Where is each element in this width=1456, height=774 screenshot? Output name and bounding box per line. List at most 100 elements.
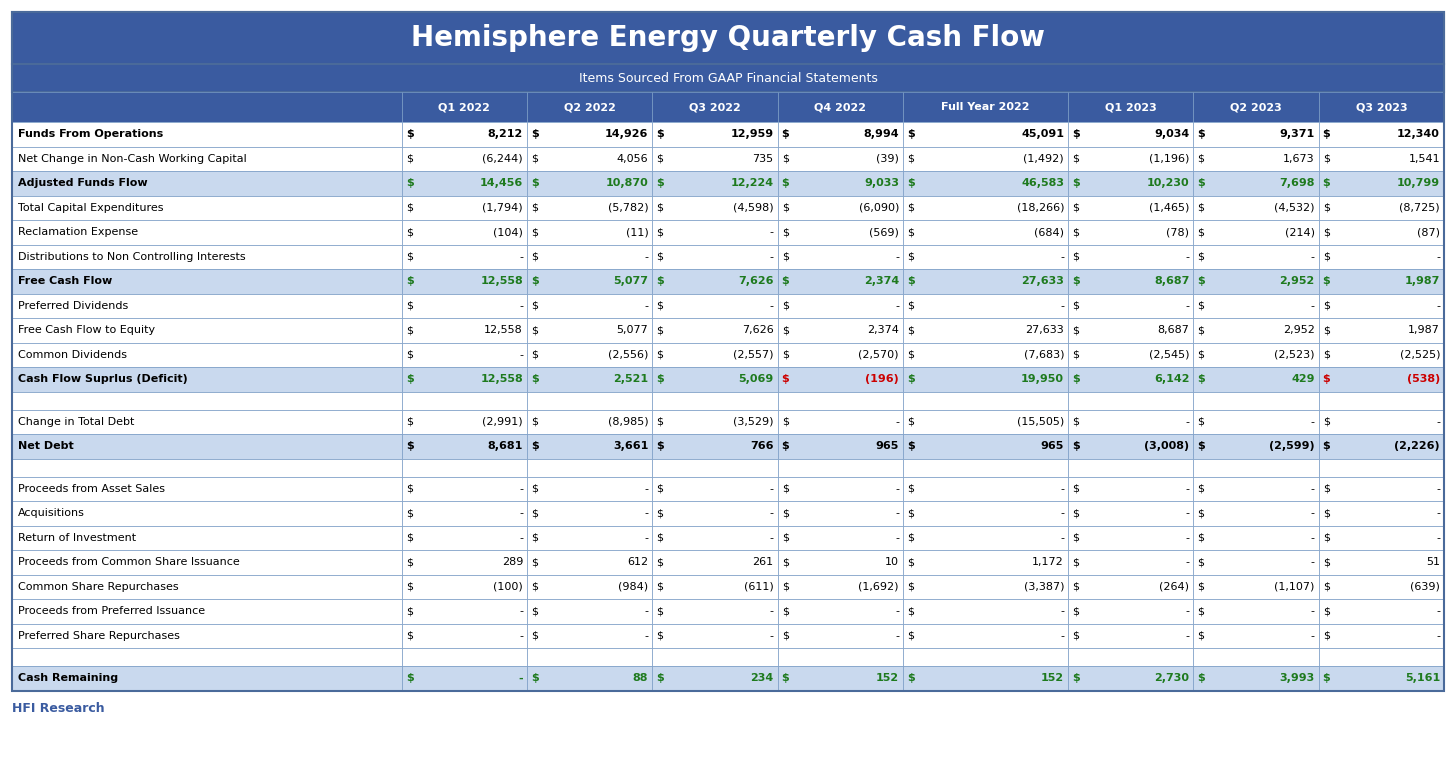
Text: 234: 234 <box>750 673 773 683</box>
Bar <box>12 196 402 220</box>
Text: (87): (87) <box>1417 228 1440 238</box>
Bar <box>1194 501 1319 526</box>
Text: $: $ <box>907 606 914 616</box>
Text: 27,633: 27,633 <box>1021 276 1064 286</box>
Bar <box>402 318 527 343</box>
Text: -: - <box>770 484 773 494</box>
Bar <box>1069 477 1194 501</box>
Text: (2,525): (2,525) <box>1399 350 1440 360</box>
Text: $: $ <box>531 276 539 286</box>
Text: -: - <box>770 301 773 310</box>
Text: $: $ <box>406 252 412 262</box>
Bar <box>402 196 527 220</box>
Text: $: $ <box>1072 582 1079 592</box>
Bar <box>1319 599 1444 624</box>
Bar <box>1194 477 1319 501</box>
Text: $: $ <box>657 129 664 139</box>
Text: 8,687: 8,687 <box>1158 325 1190 335</box>
Bar <box>1069 409 1194 434</box>
Bar <box>903 269 1069 293</box>
Bar <box>527 293 652 318</box>
Bar <box>652 666 778 690</box>
Text: $: $ <box>1322 631 1329 641</box>
Bar <box>652 409 778 434</box>
Bar <box>652 245 778 269</box>
Text: $: $ <box>1197 557 1204 567</box>
Bar <box>1319 648 1444 666</box>
Text: -: - <box>895 631 898 641</box>
Bar <box>402 269 527 293</box>
Text: Proceeds from Preferred Issuance: Proceeds from Preferred Issuance <box>17 606 205 616</box>
Text: -: - <box>1310 509 1315 519</box>
Text: $: $ <box>657 606 664 616</box>
Bar <box>527 367 652 392</box>
Text: -: - <box>895 509 898 519</box>
Bar <box>1069 196 1194 220</box>
Bar <box>652 477 778 501</box>
Bar <box>778 526 903 550</box>
Text: $: $ <box>782 154 789 164</box>
Text: $: $ <box>531 673 539 683</box>
Text: $: $ <box>1322 129 1331 139</box>
Text: -: - <box>1060 631 1064 641</box>
Bar <box>1069 343 1194 367</box>
Text: Q2 2023: Q2 2023 <box>1230 102 1281 112</box>
Text: $: $ <box>782 375 789 384</box>
Text: Total Capital Expenditures: Total Capital Expenditures <box>17 203 163 213</box>
Bar <box>1194 550 1319 574</box>
Bar <box>778 196 903 220</box>
Text: Common Dividends: Common Dividends <box>17 350 127 360</box>
Text: -: - <box>645 484 648 494</box>
Bar <box>778 367 903 392</box>
Text: 429: 429 <box>1291 375 1315 384</box>
Bar <box>1069 624 1194 648</box>
Text: $: $ <box>531 129 539 139</box>
Text: $: $ <box>907 301 914 310</box>
Bar <box>1319 293 1444 318</box>
Bar <box>402 526 527 550</box>
Bar <box>1319 269 1444 293</box>
Bar <box>1319 550 1444 574</box>
Bar <box>778 550 903 574</box>
Bar <box>903 409 1069 434</box>
Text: 7,698: 7,698 <box>1280 178 1315 188</box>
Bar <box>527 648 652 666</box>
Text: Net Change in Non-Cash Working Capital: Net Change in Non-Cash Working Capital <box>17 154 246 164</box>
Bar <box>652 269 778 293</box>
Bar <box>527 550 652 574</box>
Text: Cash Remaining: Cash Remaining <box>17 673 118 683</box>
Text: -: - <box>1185 631 1190 641</box>
Text: Funds From Operations: Funds From Operations <box>17 129 163 139</box>
Text: 8,994: 8,994 <box>863 129 898 139</box>
Text: -: - <box>645 606 648 616</box>
Text: $: $ <box>1072 441 1080 451</box>
Text: -: - <box>1436 301 1440 310</box>
Text: $: $ <box>782 509 789 519</box>
Text: -: - <box>770 252 773 262</box>
Text: $: $ <box>657 582 664 592</box>
Text: $: $ <box>531 509 539 519</box>
Bar <box>527 409 652 434</box>
Bar <box>1319 92 1444 122</box>
Text: (2,226): (2,226) <box>1395 441 1440 451</box>
Text: 735: 735 <box>753 154 773 164</box>
Text: 261: 261 <box>753 557 773 567</box>
Text: Proceeds from Common Share Issuance: Proceeds from Common Share Issuance <box>17 557 240 567</box>
Text: $: $ <box>1322 416 1329 426</box>
Text: -: - <box>770 228 773 238</box>
Text: (4,532): (4,532) <box>1274 203 1315 213</box>
Text: 51: 51 <box>1425 557 1440 567</box>
Text: $: $ <box>406 375 414 384</box>
Text: (684): (684) <box>1034 228 1064 238</box>
Text: $: $ <box>907 252 914 262</box>
Text: 19,950: 19,950 <box>1021 375 1064 384</box>
Text: (5,782): (5,782) <box>607 203 648 213</box>
Text: -: - <box>518 606 523 616</box>
Text: -: - <box>1310 252 1315 262</box>
Text: -: - <box>1060 606 1064 616</box>
Bar <box>903 146 1069 171</box>
Text: $: $ <box>782 228 789 238</box>
Text: (39): (39) <box>877 154 898 164</box>
Bar <box>1069 367 1194 392</box>
Text: Change in Total Debt: Change in Total Debt <box>17 416 134 426</box>
